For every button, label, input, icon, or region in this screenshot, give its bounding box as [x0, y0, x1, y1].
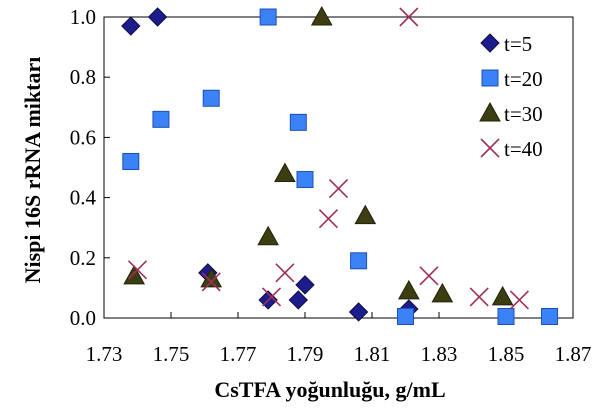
x-tick-label: 1.79: [287, 342, 324, 366]
data-point-triangle: [257, 225, 279, 246]
data-point-triangle: [491, 285, 514, 306]
x-axis-ticks: 1.73 1.75 1.77 1.79 1.81 1.83 1.85 1.87: [86, 312, 592, 366]
data-point-x: [127, 260, 148, 280]
legend: t=5 t=20 t=30 t=40: [479, 32, 543, 161]
data-point-square: [497, 307, 515, 325]
x-marker-stroke: [275, 263, 295, 283]
x-tick-label: 1.75: [153, 342, 190, 366]
x-marker-stroke: [328, 179, 349, 199]
data-point-square: [152, 110, 170, 128]
plot-area: [103, 16, 574, 319]
x-marker-stroke: [509, 290, 529, 310]
x-marker-stroke: [201, 272, 221, 292]
data-point-triangle: [398, 279, 420, 300]
legend-marker-square: [481, 69, 499, 87]
x-tick-label: 1.81: [354, 342, 391, 366]
data-point-square: [397, 307, 414, 325]
x-marker-stroke: [318, 209, 339, 229]
x-tick-label: 1.85: [488, 342, 525, 366]
legend-label: t=30: [504, 102, 543, 126]
legend-marker-triangle: [479, 101, 501, 122]
legend-label: t=40: [504, 137, 543, 161]
data-point-x: [469, 287, 489, 307]
y-tick-label: 1.0: [70, 5, 96, 29]
data-point-x: [318, 209, 339, 229]
x-marker-stroke: [480, 138, 500, 158]
legend-label: t=5: [504, 32, 532, 56]
x-tick-label: 1.87: [555, 342, 592, 366]
y-tick-label: 0.2: [70, 246, 96, 270]
y-tick-label: 0.4: [70, 186, 97, 210]
data-points: [121, 5, 559, 325]
y-tick-label: 0.8: [70, 65, 96, 89]
data-point-x: [261, 287, 282, 307]
data-point-diamond: [295, 275, 315, 295]
x-marker-stroke: [399, 7, 419, 27]
data-point-diamond: [348, 302, 369, 322]
y-tick-label: 0.0: [70, 306, 96, 330]
data-point-triangle: [431, 282, 454, 303]
data-point-triangle: [274, 162, 296, 183]
data-point-square: [350, 252, 368, 270]
data-point-square: [296, 171, 314, 189]
x-marker-stroke: [127, 260, 148, 280]
data-point-x: [399, 7, 419, 27]
x-tick-label: 1.77: [220, 342, 257, 366]
x-marker-stroke: [419, 266, 439, 286]
y-axis-ticks: 0.0 0.2 0.4 0.6 0.8 1.0: [70, 5, 110, 330]
data-point-square: [541, 307, 559, 325]
data-point-diamond: [121, 16, 141, 36]
data-point-x: [328, 179, 349, 199]
x-tick-label: 1.73: [86, 342, 123, 366]
y-tick-label: 0.6: [70, 125, 96, 149]
x-axis-label: CsTFA yoğunluğu, g/mL: [214, 377, 445, 402]
plot-border: [103, 16, 574, 319]
data-point-triangle: [354, 204, 377, 225]
y-axis-label: Nispi 16S rRNA miktarı: [20, 57, 45, 284]
data-point-triangle: [123, 264, 145, 285]
legend-marker-x: [480, 138, 500, 158]
data-point-x: [509, 290, 529, 310]
data-point-diamond: [288, 290, 309, 310]
data-point-x: [275, 263, 295, 283]
data-point-diamond: [147, 7, 168, 27]
data-point-triangle: [310, 5, 333, 26]
data-point-square: [202, 89, 220, 107]
legend-marker-diamond: [480, 33, 500, 53]
data-point-square: [289, 113, 307, 131]
legend-label: t=20: [504, 67, 543, 91]
x-tick-label: 1.83: [421, 342, 458, 366]
data-point-x: [201, 272, 221, 292]
x-marker-stroke: [261, 287, 282, 307]
x-marker-stroke: [469, 287, 489, 307]
data-point-square: [259, 8, 277, 26]
data-point-x: [419, 266, 439, 286]
data-point-square: [122, 152, 140, 170]
